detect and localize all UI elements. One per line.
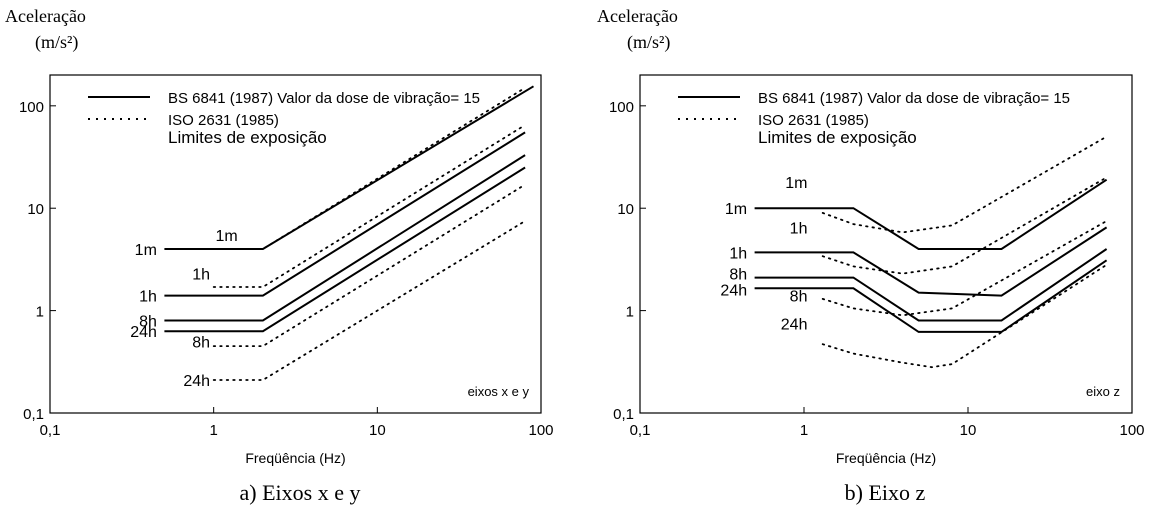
series-line-1 xyxy=(164,131,526,297)
x-tick-label: 0,1 xyxy=(630,422,651,439)
legend-label: Limites de exposição xyxy=(168,128,327,147)
x-tick-label: 10 xyxy=(960,422,977,439)
x-tick-label: 100 xyxy=(528,422,553,439)
y-tick-label: 0,1 xyxy=(23,406,44,423)
curve-label: 8h xyxy=(729,267,747,284)
curve-label: 1h xyxy=(139,289,157,306)
series-line-2 xyxy=(164,154,526,322)
legend-label: BS 6841 (1987) Valor da dose de vibração… xyxy=(758,90,1070,107)
curve-label: 8h xyxy=(192,334,210,351)
series-line-7 xyxy=(821,263,1108,369)
plot-frame xyxy=(639,74,1133,414)
series-line-0 xyxy=(754,178,1108,250)
curve-label: 1h xyxy=(729,245,747,262)
curve-label: 8h xyxy=(790,289,808,306)
x-tick-label: 0,1 xyxy=(40,422,61,439)
figure-caption: a) Eixos x e y xyxy=(240,480,361,505)
series-line-0 xyxy=(164,85,535,250)
x-axis-label: Freqüência (Hz) xyxy=(836,450,936,466)
x-tick-label: 100 xyxy=(1119,422,1144,439)
curve-label: 1h xyxy=(790,220,808,237)
y-tick-label: 10 xyxy=(617,201,634,218)
y-axis-label: Aceleração xyxy=(5,6,86,26)
y-axis-unit: (m/s²) xyxy=(35,32,78,53)
series-line-2 xyxy=(754,248,1108,322)
y-tick-label: 0,1 xyxy=(613,406,634,423)
y-tick-label: 100 xyxy=(19,99,44,116)
series-line-5 xyxy=(212,124,526,288)
series-line-6 xyxy=(212,183,526,347)
y-axis-unit: (m/s²) xyxy=(627,32,670,53)
x-tick-label: 10 xyxy=(369,422,386,439)
plot-frame xyxy=(49,74,542,414)
legend-label: Limites de exposição xyxy=(758,128,917,147)
series-line-4 xyxy=(821,135,1108,234)
curve-label: 24h xyxy=(183,373,210,390)
chart-panel-a: Aceleração (m/s²) 0,1 1 10 100 0,1 1 10 100 Freqüê… xyxy=(5,6,554,505)
figure-caption: b) Eixo z xyxy=(845,480,926,505)
curve-label: 8h xyxy=(139,314,157,331)
axis-note: eixos x e y xyxy=(468,384,530,399)
curve-label: 1m xyxy=(135,242,157,259)
legend-label: ISO 2631 (1985) xyxy=(168,112,279,129)
curve-label: 24h xyxy=(720,283,747,300)
x-tick-label: 1 xyxy=(209,422,217,439)
curve-label: 1h xyxy=(192,267,210,284)
axis-note: eixo z xyxy=(1086,384,1120,399)
x-tick-label: 1 xyxy=(800,422,808,439)
y-axis-label: Aceleração xyxy=(597,6,678,26)
y-tick-label: 100 xyxy=(609,99,634,116)
series-line-6 xyxy=(821,220,1108,317)
series-line-4 xyxy=(212,86,526,250)
y-tick-label: 10 xyxy=(27,201,44,218)
curve-label: 24h xyxy=(130,324,157,341)
curve-label: 24h xyxy=(781,316,808,333)
series-line-3 xyxy=(754,259,1108,333)
series-line-3 xyxy=(164,166,526,333)
curve-label: 1m xyxy=(785,175,807,192)
series-line-1 xyxy=(754,226,1108,297)
legend-label: ISO 2631 (1985) xyxy=(758,112,869,129)
series-line-7 xyxy=(212,220,526,381)
y-tick-label: 1 xyxy=(626,304,634,321)
series-line-5 xyxy=(821,176,1108,275)
legend-label: BS 6841 (1987) Valor da dose de vibração… xyxy=(168,90,480,107)
curve-label: 1m xyxy=(216,228,238,245)
y-tick-label: 1 xyxy=(36,304,44,321)
curve-label: 1m xyxy=(725,201,747,218)
x-axis-label: Freqüência (Hz) xyxy=(245,450,345,466)
chart-panel-b: Aceleração (m/s²) 0,1 1 10 100 0,1 1 10 100 Freqüê… xyxy=(597,6,1145,505)
